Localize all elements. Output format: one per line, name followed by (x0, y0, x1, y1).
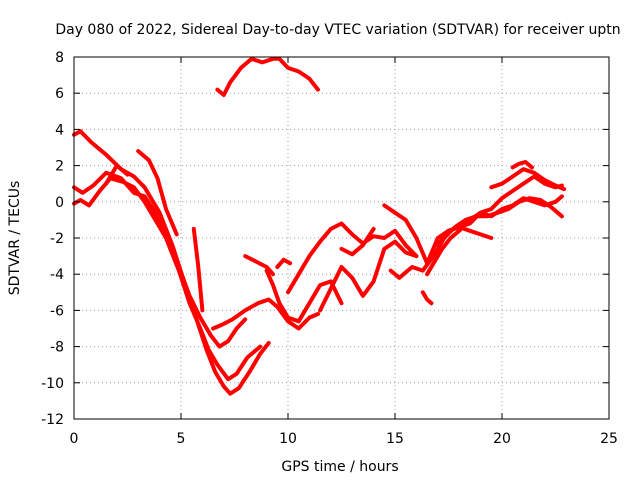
y-axis-label: SDTVAR / TECUs (7, 181, 23, 296)
series-arc-14 (339, 226, 376, 257)
grid-lines (74, 57, 609, 419)
y-tick-label-7: 2 (55, 159, 64, 175)
y-tick-label-3: -6 (50, 303, 64, 319)
series-arc-13 (318, 239, 419, 313)
series-arc-9 (243, 254, 275, 277)
series-arc-2 (72, 170, 263, 382)
series-arc-7 (211, 297, 320, 331)
series-arc-10 (275, 257, 293, 269)
series-arc-6 (191, 226, 205, 313)
y-tick-labels: -12 -10 -8 -6 -4 -2 0 2 4 6 8 (41, 50, 64, 428)
y-tick-label-2: -8 (50, 340, 64, 356)
series-arc-1 (72, 129, 271, 396)
x-tick-label-1: 5 (177, 431, 186, 447)
x-tick-label-2: 10 (279, 431, 297, 447)
axis-ticks (73, 56, 610, 420)
series-arc-5 (104, 163, 130, 186)
series-layer (72, 56, 567, 396)
series-arc-21 (510, 160, 534, 170)
x-axis-label: GPS time / hours (281, 459, 398, 475)
y-tick-label-9: 6 (55, 86, 64, 102)
y-tick-label-6: 0 (55, 195, 64, 211)
series-arc-12 (286, 221, 419, 295)
series-arc-8 (264, 268, 344, 324)
y-tick-label-8: 4 (55, 122, 64, 138)
series-arc-19 (420, 290, 434, 306)
series-arc-11 (215, 56, 320, 97)
y-tick-label-1: -10 (41, 376, 64, 392)
y-tick-label-4: -4 (50, 267, 64, 283)
y-tick-label-0: -12 (41, 412, 64, 428)
x-tick-label-5: 25 (600, 431, 618, 447)
y-tick-label-5: -2 (50, 231, 64, 247)
x-tick-labels: 0 5 10 15 20 25 (70, 431, 618, 447)
x-tick-label-0: 0 (70, 431, 79, 447)
series-arc-4 (136, 149, 179, 237)
chart-title: Day 080 of 2022, Sidereal Day-to-day VTE… (55, 22, 620, 38)
series-arc-20 (489, 167, 567, 192)
x-tick-label-3: 15 (386, 431, 404, 447)
series-arc-18 (435, 225, 494, 248)
series-arc-3 (72, 176, 248, 349)
x-tick-label-4: 20 (493, 431, 511, 447)
series-arc-17 (425, 194, 564, 277)
y-tick-label-10: 8 (55, 50, 64, 66)
